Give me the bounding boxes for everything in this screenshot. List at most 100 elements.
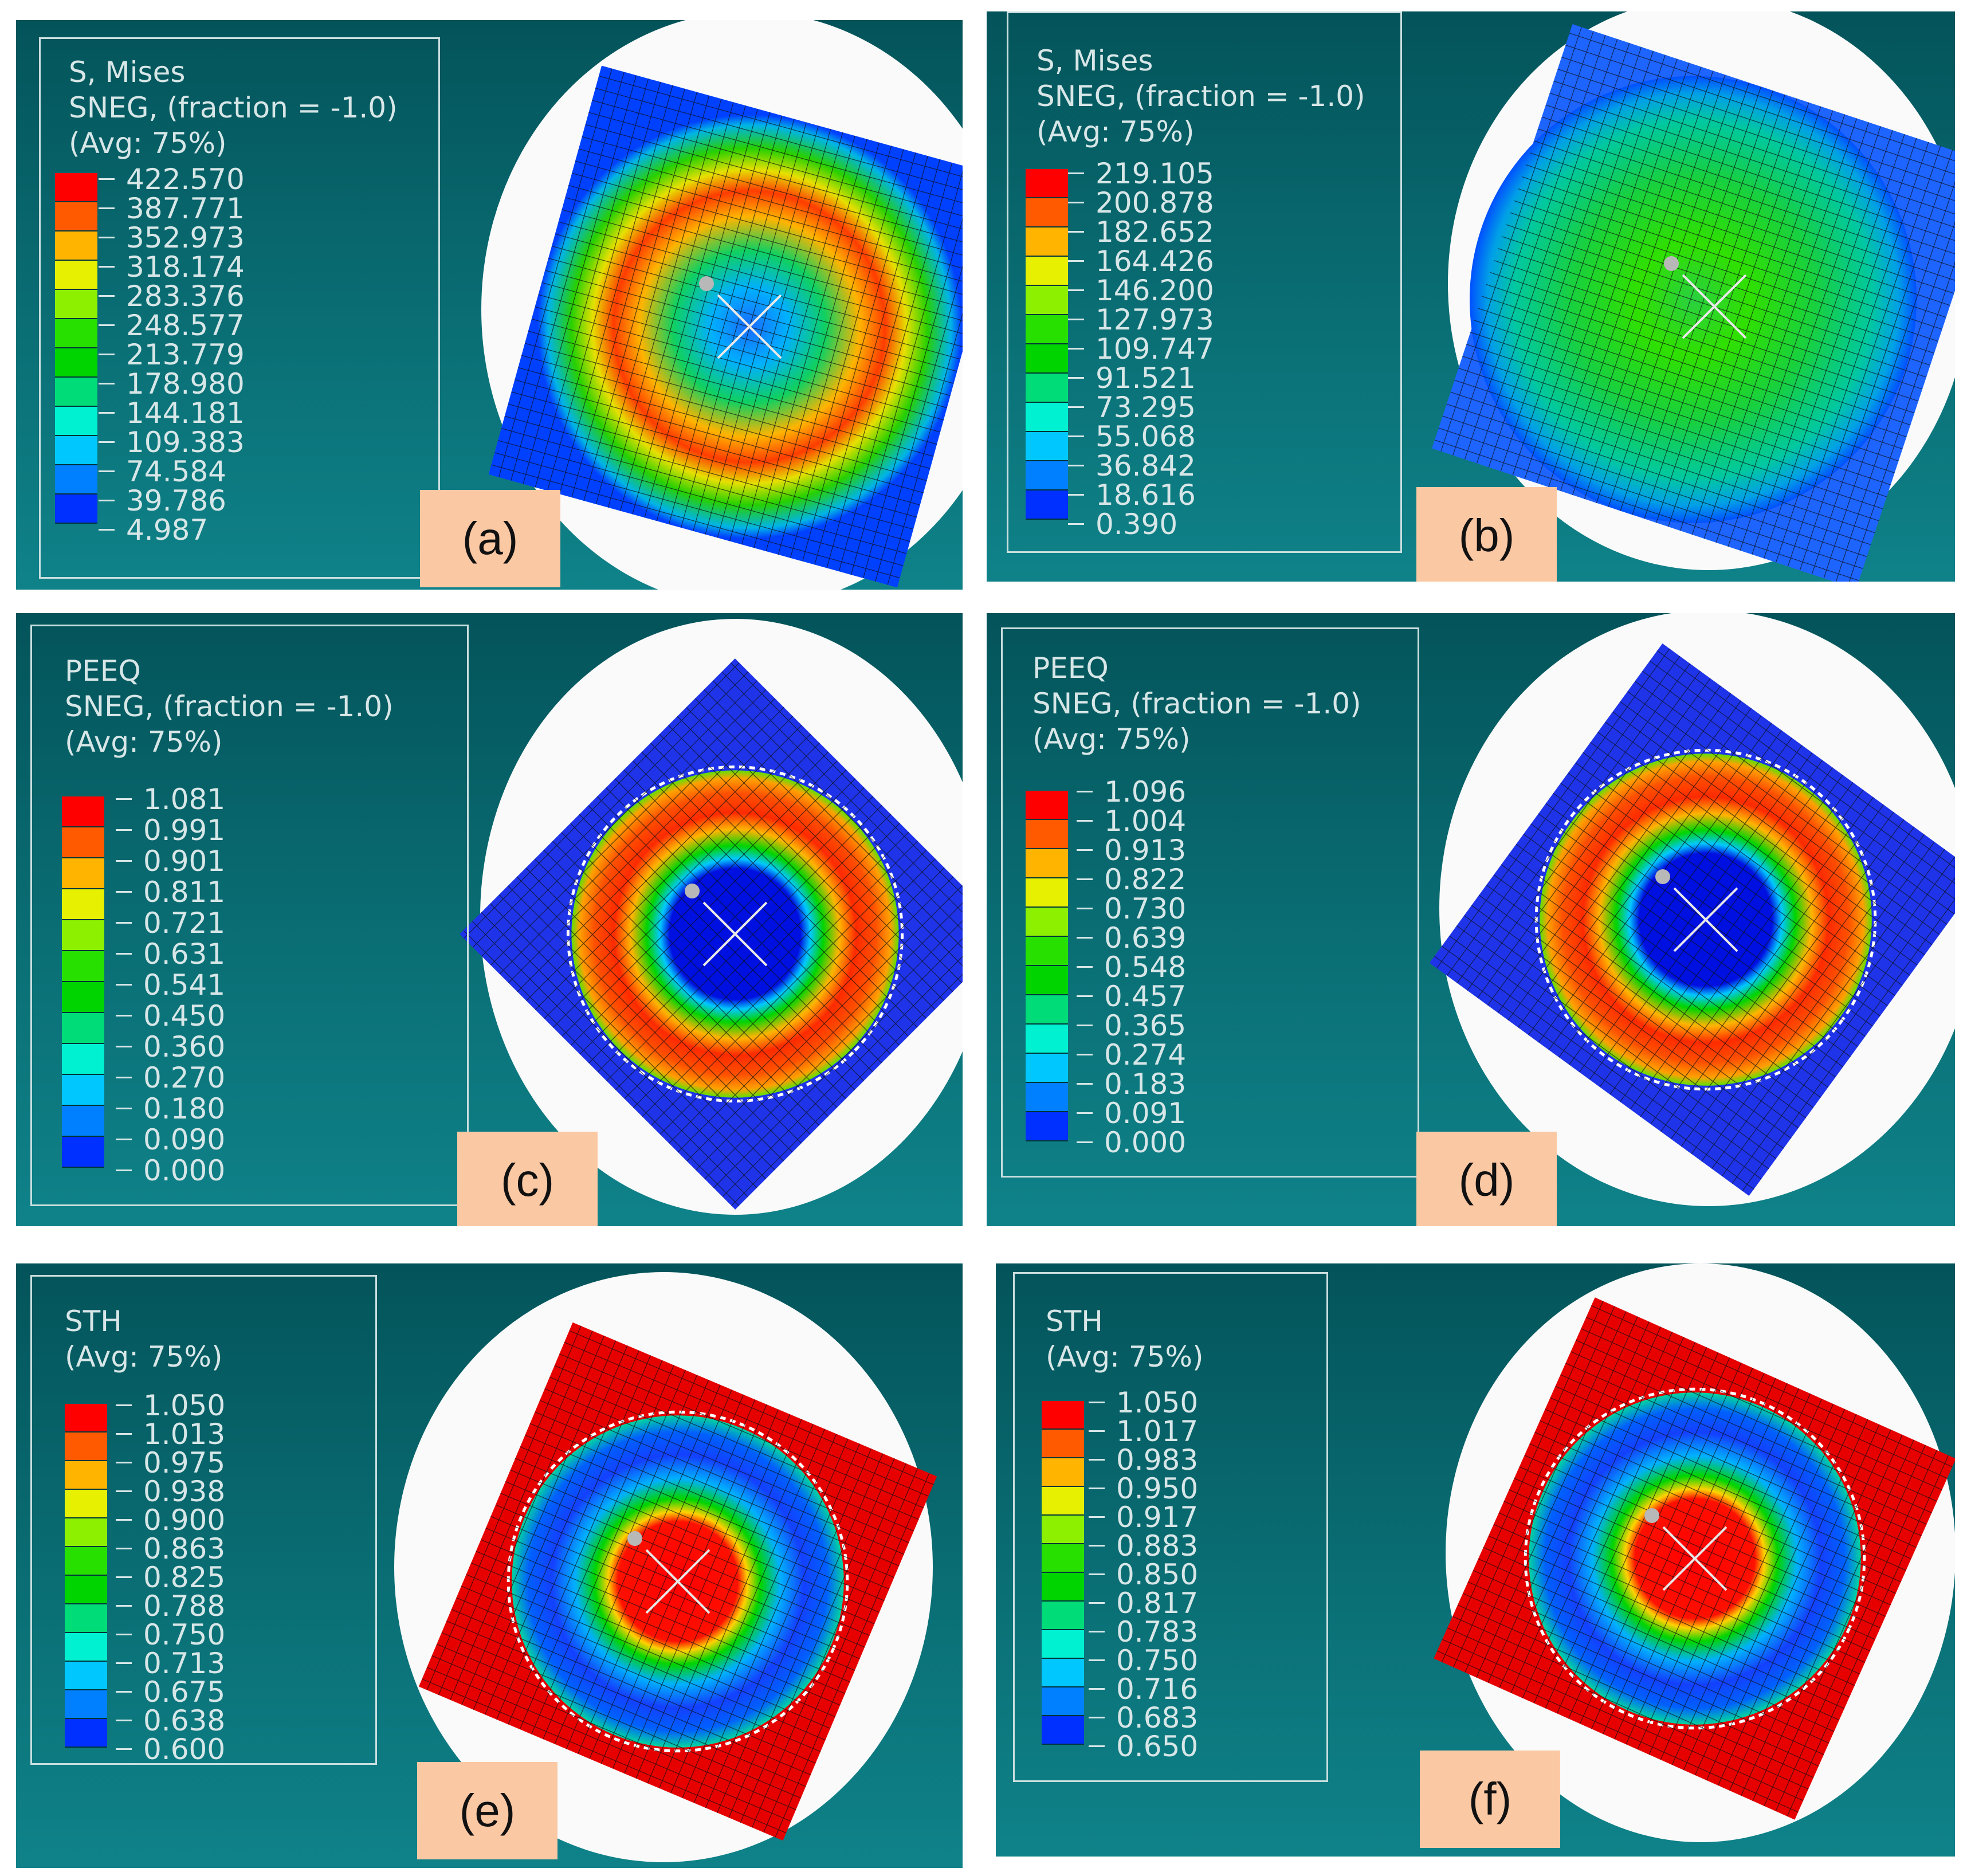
legend-value: 0.975 [143,1446,226,1479]
color-swatch [1026,878,1068,908]
legend-tick [1077,849,1093,851]
color-swatch [55,173,97,202]
reference-node [699,276,714,291]
color-swatch [62,1044,104,1075]
legend-tick [1068,172,1084,174]
deformed-blank-plot [1434,1263,1955,1842]
legend-section: SNEG, (fraction = -1.0) [1036,80,1365,113]
legend-value: 0.541 [143,968,226,1002]
legend-tick [99,354,115,355]
color-swatch [62,1106,104,1137]
legend-tick [1077,878,1093,880]
legend-tick [1089,1430,1105,1432]
legend-value: 127.973 [1096,303,1214,336]
color-swatch [1042,1401,1084,1430]
legend-value: 0.091 [1104,1097,1187,1130]
legend-value: 0.631 [143,937,226,971]
deformed-blank-plot [1432,11,1955,582]
legend-value: 0.183 [1104,1067,1187,1101]
legend-tick [1068,494,1084,496]
sheet-mesh [418,1322,937,1841]
legend-box [30,1275,377,1765]
legend-value: 0.822 [1104,863,1187,896]
legend-tick [99,470,115,472]
legend-value: 0.274 [1104,1038,1187,1072]
legend-tick [116,1576,132,1578]
legend-header: PEEQ SNEG, (fraction = -1.0) (Avg: 75%) [1032,650,1361,757]
legend-variable: PEEQ [1032,652,1109,685]
panel-tag: (f) [1420,1751,1560,1848]
legend-value: 0.913 [1104,834,1187,867]
legend-value: 0.938 [143,1475,226,1508]
legend-value: 91.521 [1096,362,1196,395]
center-cross [1673,887,1738,952]
contour-panel: S, Mises SNEG, (fraction = -1.0) (Avg: 75%… [987,11,1955,582]
legend-averaging: (Avg: 75%) [65,725,223,759]
legend-value: 0.457 [1104,980,1187,1013]
color-swatch [55,436,97,465]
legend-value: 0.991 [143,814,226,847]
legend-value: 109.747 [1096,332,1214,366]
panel-tag: (e) [417,1762,557,1859]
legend-tick [116,1490,132,1492]
legend-value: 0.683 [1116,1701,1199,1734]
color-scale [62,796,104,1168]
legend-value: 0.750 [1116,1644,1199,1677]
color-swatch [1026,490,1068,520]
color-swatch [1042,1458,1084,1487]
color-swatch [1026,461,1068,490]
color-swatch [55,202,97,231]
legend-tick [1089,1573,1105,1575]
legend-tick [116,891,132,893]
legend-value: 144.181 [126,397,245,430]
legend-tick [99,441,115,443]
legend-tick [116,1605,132,1607]
color-swatch [55,290,97,319]
color-swatch [55,348,97,378]
color-swatch [1026,1112,1068,1141]
contour-panel: STH (Avg: 75%) 1.050 1.013 0.975 0.938 0.900 0.… [16,1263,963,1868]
legend-tick [1068,260,1084,262]
legend-value: 0.000 [143,1154,226,1187]
legend-tick [99,383,115,384]
legend-averaging: (Avg: 75%) [65,1340,223,1373]
legend-value: 74.584 [126,455,226,488]
legend-value: 1.081 [143,783,226,816]
legend-value: 0.650 [1116,1730,1199,1763]
color-swatch [1026,198,1068,227]
legend-variable: STH [1046,1305,1103,1338]
legend-tick [116,1169,132,1171]
color-swatch [65,1461,107,1490]
legend-tick [1089,1545,1105,1547]
legend-value: 0.721 [143,906,226,940]
legend-value: 0.788 [143,1590,226,1623]
legend-variable: STH [65,1305,122,1338]
legend-tick [99,324,115,326]
color-swatch [1026,227,1068,257]
legend-tick [99,295,115,297]
color-swatch [1042,1487,1084,1516]
legend-value: 4.987 [126,513,209,547]
legend-value: 0.390 [1096,508,1178,541]
deformed-blank-plot [460,619,963,1215]
color-scale [1026,791,1068,1141]
color-swatch [1042,1659,1084,1687]
legend-tick [1077,1054,1093,1055]
legend-value: 0.000 [1104,1126,1187,1159]
color-swatch [55,261,97,290]
legend-tick [116,798,132,800]
legend-value: 213.779 [126,338,245,371]
legend-value: 18.616 [1096,478,1196,512]
color-swatch [1026,403,1068,432]
legend-value: 1.017 [1116,1415,1199,1448]
color-swatch [1026,1083,1068,1112]
legend-section: SNEG, (fraction = -1.0) [1032,687,1361,720]
legend-value: 0.638 [143,1704,226,1737]
color-swatch [1026,937,1068,966]
legend-tick [1068,523,1084,525]
legend-tick [116,1519,132,1521]
color-swatch [1042,1516,1084,1544]
legend-value: 1.096 [1104,775,1187,809]
legend-tick [116,860,132,862]
legend-tick [116,1015,132,1017]
